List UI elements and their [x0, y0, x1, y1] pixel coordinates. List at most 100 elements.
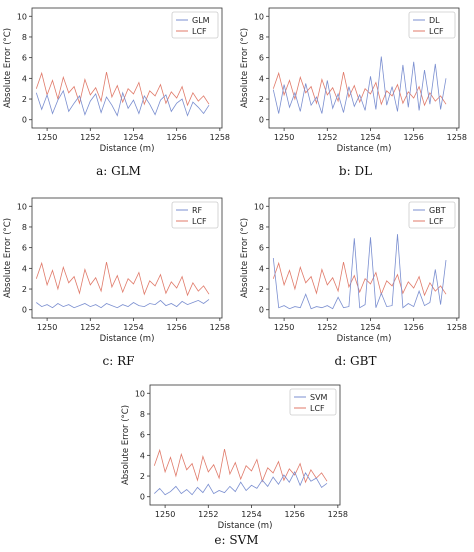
chart-d-y-tick-label: 0 [259, 306, 264, 315]
chart-b-y-tick-label: 10 [254, 12, 264, 21]
chart-d-y-tick-label: 10 [254, 202, 264, 211]
chart-panel-glm: 0 2 4 6 8 10 1250 1252 1254 1256 1258 Distance (m) A… [0, 0, 237, 178]
chart-panel-gbt: 0 2 4 6 8 10 1250 1252 1254 1256 1258 Distance (m) A… [237, 190, 474, 368]
chart-d-y-tick-label: 8 [259, 223, 264, 232]
chart-d-plot-frame [268, 197, 460, 319]
chart-d-y-tick-label: 2 [259, 285, 264, 294]
chart-b-x-tick-label: 1252 [317, 133, 337, 142]
chart-e-legend-label-lcf: LCF [310, 404, 325, 413]
caption-dl: b: DL [338, 164, 373, 178]
chart-e-x-tick-label: 1258 [328, 510, 348, 519]
chart-e-legend-label-svm: SVM [310, 393, 328, 402]
chart-svg-rf: 0 2 4 6 8 10 1250 1252 1254 1256 1258 Distance (m) A… [3, 197, 230, 344]
chart-a-y-tick-label: 0 [22, 116, 27, 125]
chart-b-x-tick-label: 1250 [274, 133, 294, 142]
chart-e-x-tick-label: 1250 [155, 510, 175, 519]
chart-panel-svm: 0 2 4 6 8 10 1250 1252 1254 1256 1258 Distance (m) A… [118, 377, 355, 552]
chart-e-y-tick-label: 0 [140, 493, 145, 502]
chart-a-legend-label-lcf: LCF [192, 27, 207, 36]
chart-b-y-axis-label: Absolute Error (°C) [240, 28, 250, 108]
chart-e-y-tick-label: 6 [140, 431, 145, 440]
chart-c-y-tick-label: 6 [22, 244, 27, 253]
chart-a-x-tick-label: 1254 [123, 133, 143, 142]
chart-e-y-tick-label: 4 [140, 451, 145, 460]
chart-b-x-axis-label: Distance (m) [337, 144, 392, 154]
chart-a-y-tick-label: 8 [22, 33, 27, 42]
chart-d-x-tick-label: 1258 [447, 323, 467, 332]
chart-a-x-tick-label: 1250 [37, 133, 57, 142]
chart-e-series-line-lcf [153, 448, 328, 484]
chart-c-x-tick-label: 1252 [80, 323, 100, 332]
chart-d-x-tick-label: 1254 [360, 323, 380, 332]
chart-a-series-line-glm [35, 89, 210, 117]
chart-a-plot-frame [31, 7, 223, 129]
chart-b-x-tick-label: 1256 [403, 133, 423, 142]
chart-a-y-axis-label: Absolute Error (°C) [3, 28, 13, 108]
chart-d-x-tick-label: 1252 [317, 323, 337, 332]
chart-b-legend-label-lcf: LCF [429, 27, 444, 36]
chart-d-x-tick-label: 1256 [403, 323, 423, 332]
chart-d-x-tick-label: 1250 [274, 323, 294, 332]
chart-b-y-tick-label: 0 [259, 116, 264, 125]
chart-d-x-axis-label: Distance (m) [337, 334, 392, 344]
chart-e-y-tick-label: 10 [135, 389, 145, 398]
chart-a-x-tick-label: 1256 [166, 133, 186, 142]
chart-a-y-tick-label: 2 [22, 95, 27, 104]
chart-d-y-tick-label: 6 [259, 244, 264, 253]
chart-e-y-axis-label: Absolute Error (°C) [121, 405, 131, 485]
chart-c-legend-label-lcf: LCF [192, 217, 207, 226]
chart-e-x-tick-label: 1254 [241, 510, 261, 519]
chart-c-plot-frame [31, 197, 223, 319]
chart-c-y-tick-label: 4 [22, 264, 27, 273]
chart-svg-gbt: 0 2 4 6 8 10 1250 1252 1254 1256 1258 Distance (m) A… [240, 197, 467, 344]
caption-glm: a: GLM [96, 164, 141, 178]
chart-panel-rf: 0 2 4 6 8 10 1250 1252 1254 1256 1258 Distance (m) A… [0, 190, 237, 368]
chart-b-plot-frame [268, 7, 460, 129]
chart-c-y-tick-label: 2 [22, 285, 27, 294]
chart-c-legend-label-rf: RF [192, 206, 203, 215]
caption-rf: c: RF [102, 354, 135, 368]
chart-b-series-line-lcf [272, 71, 447, 107]
chart-c-series-line-rf [36, 299, 210, 309]
chart-c-x-tick-label: 1256 [166, 323, 186, 332]
chart-d-series-line-lcf [272, 261, 447, 297]
chart-c-x-tick-label: 1250 [37, 323, 57, 332]
chart-a-series-line-lcf [35, 71, 210, 107]
chart-b-y-tick-label: 2 [259, 95, 264, 104]
chart-c-x-tick-label: 1254 [123, 323, 143, 332]
chart-e-series-line-svm [154, 470, 328, 496]
chart-b-series-line-dl [272, 56, 447, 114]
chart-svg-dl: 0 2 4 6 8 10 1250 1252 1254 1256 1258 Distance (m) A… [240, 7, 467, 154]
chart-e-x-axis-label: Distance (m) [218, 521, 273, 531]
chart-c-series-line-lcf [35, 261, 210, 297]
chart-d-legend-label-lcf: LCF [429, 217, 444, 226]
chart-b-legend-label-dl: DL [429, 16, 440, 25]
chart-d-legend-label-gbt: GBT [429, 206, 446, 215]
chart-e-y-tick-label: 8 [140, 410, 145, 419]
chart-e-plot-frame [149, 384, 341, 506]
chart-c-y-axis-label: Absolute Error (°C) [3, 218, 13, 298]
chart-e-y-tick-label: 2 [140, 472, 145, 481]
chart-a-x-tick-label: 1258 [210, 133, 230, 142]
chart-a-x-axis-label: Distance (m) [100, 144, 155, 154]
chart-d-series-line-gbt [272, 234, 447, 310]
chart-c-x-tick-label: 1258 [210, 323, 230, 332]
chart-panel-dl: 0 2 4 6 8 10 1250 1252 1254 1256 1258 Distance (m) A… [237, 0, 474, 178]
chart-c-y-tick-label: 8 [22, 223, 27, 232]
chart-d-y-tick-label: 4 [259, 264, 264, 273]
chart-c-y-tick-label: 0 [22, 306, 27, 315]
chart-e-x-tick-label: 1252 [198, 510, 218, 519]
chart-c-y-tick-label: 10 [17, 202, 27, 211]
chart-svg-svm: 0 2 4 6 8 10 1250 1252 1254 1256 1258 Distance (m) A… [121, 384, 348, 531]
chart-e-x-tick-label: 1256 [284, 510, 304, 519]
chart-b-y-tick-label: 8 [259, 33, 264, 42]
chart-b-x-tick-label: 1258 [447, 133, 467, 142]
chart-b-y-tick-label: 6 [259, 54, 264, 63]
chart-c-x-axis-label: Distance (m) [100, 334, 155, 344]
chart-a-y-tick-label: 6 [22, 54, 27, 63]
chart-a-legend-label-glm: GLM [192, 16, 210, 25]
chart-svg-glm: 0 2 4 6 8 10 1250 1252 1254 1256 1258 Distance (m) A… [3, 7, 230, 154]
chart-d-y-axis-label: Absolute Error (°C) [240, 218, 250, 298]
chart-a-y-tick-label: 10 [17, 12, 27, 21]
caption-gbt: d: GBT [334, 354, 377, 368]
